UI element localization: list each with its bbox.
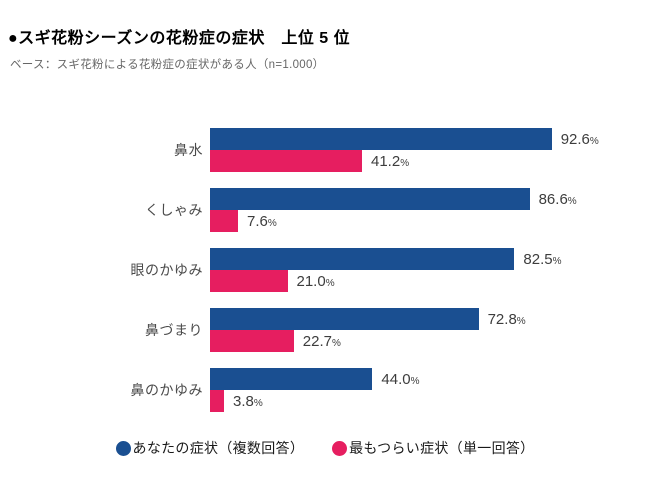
category-label: 鼻のかゆみ: [130, 382, 203, 398]
bar-your-symptoms: [210, 188, 530, 210]
bar-your-symptoms: [210, 248, 515, 270]
legend-dot-pink-icon: [332, 440, 348, 456]
legend-item-most-painful-symptom: 最もつらい症状（単一回答）: [332, 438, 534, 458]
bar-group: くしゃみ 86.6% 7.6%: [0, 188, 650, 232]
category-label: 鼻づまり: [145, 322, 203, 338]
value-label: 86.6%: [538, 190, 577, 208]
bar-most-painful-symptom: [210, 150, 362, 172]
value-label: 72.8%: [487, 310, 526, 328]
value-label: 44.0%: [381, 370, 420, 388]
chart-legend: あなたの症状（複数回答） 最もつらい症状（単一回答）: [0, 438, 650, 458]
category-label: 眼のかゆみ: [130, 262, 203, 278]
bar-your-symptoms: [210, 368, 373, 390]
category-label: 鼻水: [174, 142, 203, 158]
chart-base-note: ベース：スギ花粉による花粉症の症状がある人（n=1.000）: [10, 59, 325, 71]
bar-your-symptoms: [210, 308, 479, 330]
bar-most-painful-symptom: [210, 330, 294, 352]
bar-chart: 鼻水 92.6% 41.2% くしゃみ 86.6% 7.6% 眼のかゆみ 82.5% 21.0%…: [0, 128, 650, 428]
legend-label: あなたの症状（複数回答）: [132, 440, 305, 456]
bar-most-painful-symptom: [210, 390, 224, 412]
page-title: ●スギ花粉シーズンの花粉症の症状 上位 5 位: [8, 30, 351, 47]
value-label: 92.6%: [560, 130, 599, 148]
bar-most-painful-symptom: [210, 210, 238, 232]
chart-page: ●スギ花粉シーズンの花粉症の症状 上位 5 位 ベース：スギ花粉による花粉症の症…: [0, 24, 650, 456]
value-label: 21.0%: [296, 272, 335, 290]
value-label: 7.6%: [247, 212, 277, 230]
bar-most-painful-symptom: [210, 270, 288, 292]
bar-your-symptoms: [210, 128, 552, 150]
bar-group: 鼻のかゆみ 44.0% 3.8%: [0, 368, 650, 412]
value-label: 22.7%: [302, 332, 341, 350]
bar-group: 眼のかゆみ 82.5% 21.0%: [0, 248, 650, 292]
legend-label: 最もつらい症状（単一回答）: [349, 440, 535, 456]
legend-item-your-symptoms: あなたの症状（複数回答）: [115, 438, 305, 458]
bar-group: 鼻づまり 72.8% 22.7%: [0, 308, 650, 352]
value-label: 41.2%: [371, 152, 410, 170]
value-label: 3.8%: [233, 392, 263, 410]
bar-group: 鼻水 92.6% 41.2%: [0, 128, 650, 172]
legend-dot-blue-icon: [115, 440, 131, 456]
value-label: 82.5%: [523, 250, 562, 268]
category-label: くしゃみ: [145, 202, 203, 218]
